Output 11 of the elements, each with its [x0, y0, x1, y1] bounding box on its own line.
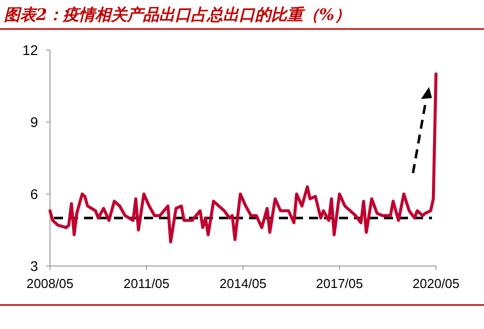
y-tick-label: 3: [30, 258, 38, 274]
chart-title: 图表2：疫情相关产品出口占总出口的比重（%）: [4, 5, 350, 24]
x-tick-label: 2020/05: [412, 276, 460, 291]
y-tick-label: 12: [22, 42, 38, 58]
x-tick-label: 2014/05: [220, 276, 266, 291]
y-tick-label: 9: [30, 114, 38, 130]
x-tick-label: 2011/05: [123, 276, 170, 291]
x-tick-label: 2008/05: [26, 276, 74, 291]
y-tick-label: 6: [30, 186, 38, 202]
x-tick-label: 2017/05: [316, 276, 363, 291]
line-series: [48, 72, 438, 244]
